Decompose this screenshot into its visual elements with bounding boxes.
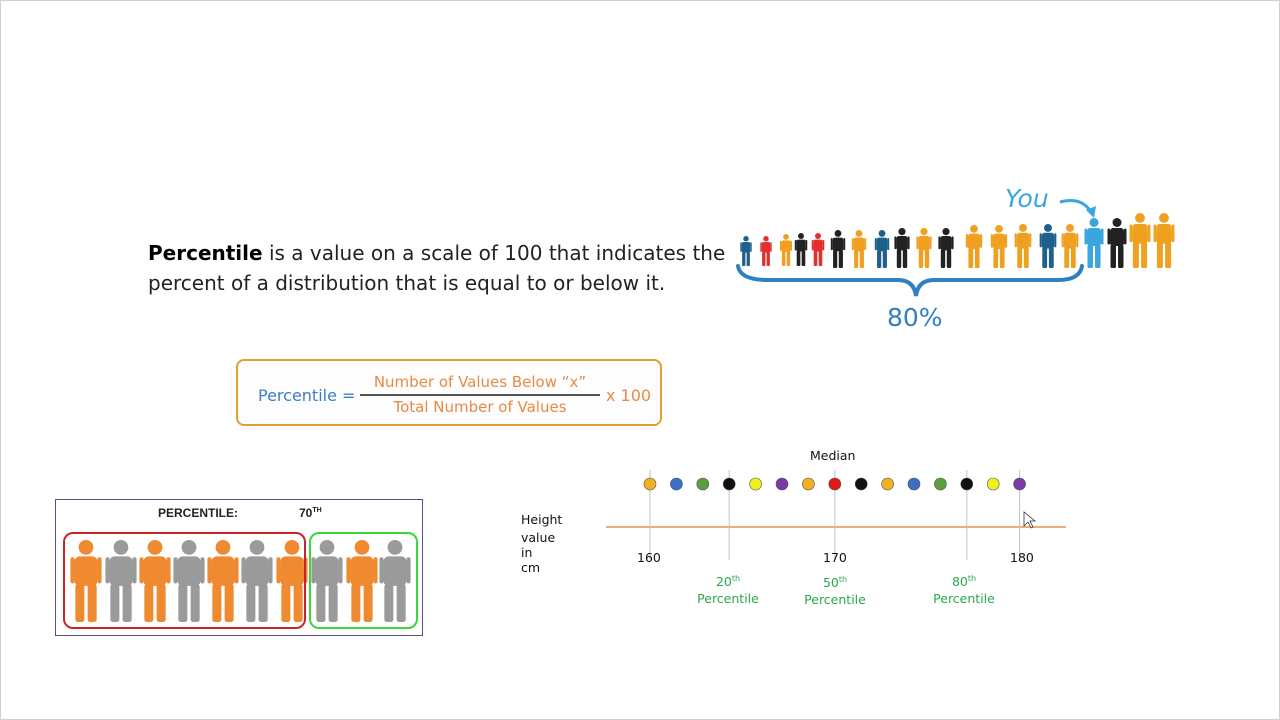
- height-dot-9: [854, 477, 868, 491]
- fraction-bar: [360, 394, 600, 396]
- percentile-value-number: 70: [299, 506, 313, 520]
- crowd-illustration: [736, 199, 1175, 297]
- height-dot-15: [1013, 477, 1026, 491]
- height-dot-12: [934, 477, 947, 491]
- crowd-person-4: [794, 233, 808, 266]
- tick-label-160: 160: [637, 550, 661, 565]
- crowd-person-13: [990, 225, 1008, 268]
- crowd-person-10: [916, 228, 932, 268]
- p50-word: Percentile: [804, 592, 866, 608]
- height-dot-8: [828, 477, 842, 491]
- axis-label-unit: value in cm: [521, 530, 556, 575]
- crowd-person-18: [1107, 218, 1127, 268]
- you-label: You: [1005, 184, 1049, 213]
- percentile-80-label: 80th Percentile: [919, 570, 1009, 607]
- mouse-cursor-icon: [1023, 511, 1037, 529]
- panel-person-6: [241, 540, 273, 622]
- median-label: Median: [810, 448, 856, 463]
- panel-person-10: [379, 540, 411, 622]
- above-group-frame: [309, 532, 418, 629]
- p80-word: Percentile: [933, 591, 995, 607]
- crowd-person-11: [938, 228, 954, 268]
- height-dot-3: [696, 477, 710, 491]
- height-dot-6: [775, 477, 789, 491]
- definition-term: Percentile: [148, 241, 263, 265]
- panel-person-1: [70, 540, 102, 622]
- panel-person-2: [105, 540, 137, 622]
- percentile-panel-title: PERCENTILE:: [158, 506, 239, 520]
- height-dot-1: [643, 477, 657, 491]
- crowd-person-2: [760, 236, 772, 266]
- p20-sup: th: [731, 574, 741, 583]
- height-dot-11: [907, 477, 921, 491]
- formula-label: Percentile =: [258, 386, 356, 405]
- timeline-graphic: [606, 470, 1066, 560]
- you-arrow-head: [1086, 206, 1096, 218]
- panel-person-8: [311, 540, 343, 622]
- crowd-person-15: [1039, 224, 1057, 268]
- height-dot-4: [722, 477, 736, 491]
- height-dot-14: [986, 477, 1000, 491]
- crowd-person-19: [1129, 213, 1151, 268]
- percentile-20-label: 20th Percentile: [683, 570, 773, 607]
- curly-brace: [736, 264, 1084, 297]
- crowd-person-3: [779, 234, 793, 266]
- panel-person-5: [207, 540, 239, 622]
- percentile-definition: Percentile is a value on a scale of 100 …: [148, 238, 728, 298]
- crowd-person-17: [1084, 218, 1104, 268]
- crowd-person-5: [811, 233, 825, 266]
- crowd-person-20: [1153, 213, 1175, 268]
- panel-person-4: [173, 540, 205, 622]
- formula-denominator: Total Number of Values: [393, 398, 567, 416]
- crowd-person-7: [851, 230, 867, 268]
- height-dot-2: [670, 477, 683, 491]
- p50-sup: th: [838, 575, 848, 584]
- crowd-person-6: [830, 230, 846, 268]
- percentile-formula: Percentile = Number of Values Below “x” …: [236, 359, 662, 426]
- p80-num: 80: [951, 574, 968, 590]
- crowd-person-1: [740, 236, 752, 266]
- axis-label-height: Height: [521, 512, 563, 527]
- height-dot-13: [960, 477, 974, 491]
- percentile-70-panel: PERCENTILE: 70TH: [55, 499, 423, 636]
- p80-sup: th: [967, 574, 977, 583]
- height-dot-10: [881, 477, 894, 491]
- tick-label-170: 170: [823, 550, 847, 565]
- crowd-person-12: [965, 225, 983, 268]
- percentile-panel-value: 70TH: [299, 506, 322, 520]
- crowd-person-14: [1014, 224, 1032, 268]
- p20-num: 20: [715, 574, 732, 590]
- you-arrow: [1059, 199, 1094, 215]
- tick-label-180: 180: [1010, 550, 1034, 565]
- definition-text: is a value on a scale of 100 that indica…: [148, 241, 726, 295]
- height-dot-7: [802, 477, 815, 491]
- below-group-frame: [63, 532, 306, 629]
- height-dot-5: [749, 477, 762, 491]
- crowd-person-16: [1061, 224, 1079, 268]
- formula-multiplier: x 100: [606, 386, 652, 405]
- percentile-people: [70, 540, 411, 622]
- eighty-percent-label: 80%: [887, 303, 943, 332]
- panel-person-7: [276, 540, 308, 622]
- crowd-person-8: [874, 230, 890, 268]
- percentile-value-suffix: TH: [312, 507, 322, 514]
- panel-person-9: [346, 540, 378, 622]
- formula-numerator: Number of Values Below “x”: [373, 373, 587, 391]
- panel-person-3: [139, 540, 171, 622]
- percentile-50-label: 50th Percentile: [790, 571, 880, 608]
- p50-num: 50: [822, 575, 839, 591]
- p20-word: Percentile: [697, 591, 759, 607]
- crowd-person-9: [894, 228, 910, 268]
